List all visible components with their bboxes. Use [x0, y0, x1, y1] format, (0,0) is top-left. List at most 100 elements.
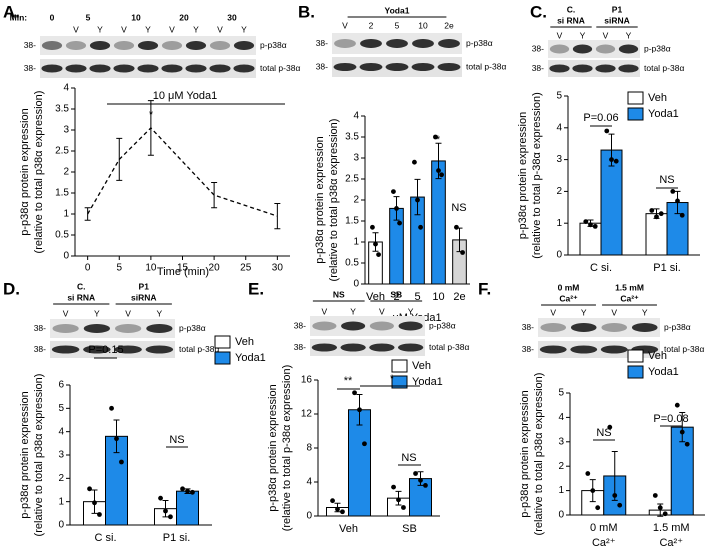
blot-band: [233, 64, 255, 73]
data-point: [394, 206, 399, 211]
y-tick-label: 3: [58, 450, 64, 461]
blot-band: [360, 39, 382, 48]
x-tick-label: 5: [116, 263, 122, 274]
lane-label: Y: [94, 308, 100, 318]
data-point: [652, 493, 658, 498]
y-tick-label: 0.5: [55, 230, 69, 241]
data-point: [439, 172, 444, 178]
data-point: [376, 252, 381, 257]
blot-header: 1.5 mM: [615, 282, 644, 292]
lane-label: Y: [580, 30, 586, 40]
annotation: P=0.15: [88, 344, 123, 356]
data-point: [413, 471, 418, 476]
legend-swatch: [214, 335, 231, 349]
blot-band: [161, 41, 183, 50]
x-tick-label: 2e: [453, 291, 465, 303]
y-axis-label: p-p38α protein expression: [19, 391, 31, 518]
x-tick-label: Veh: [339, 523, 358, 535]
blot-band: [549, 44, 570, 54]
blot-band: [601, 323, 628, 332]
y-tick-label: 0.5: [345, 258, 359, 269]
y-tick-label: 3.5: [55, 104, 69, 115]
data-line: [87, 126, 278, 217]
y-tick-label: 2: [556, 186, 562, 197]
blot-band: [385, 63, 409, 71]
data-point: [418, 224, 423, 230]
lane-label: V: [550, 307, 556, 317]
data-point: [607, 424, 613, 430]
blot-background: [548, 60, 640, 77]
lane-label: Y: [145, 24, 151, 34]
x-tick-label: 0 mM: [590, 522, 618, 534]
blot-band: [65, 41, 87, 50]
y-tick-label: 1: [63, 209, 69, 220]
annotation: P=0.08: [653, 413, 688, 425]
panel-label: E.: [248, 279, 264, 298]
blot-background: [548, 40, 640, 58]
data-point: [595, 505, 601, 511]
y-tick-label: 0: [306, 511, 312, 522]
data-point: [330, 498, 335, 504]
x-axis-label: Time (min): [157, 266, 209, 278]
blot-band: [411, 63, 435, 71]
legend-swatch: [627, 349, 644, 363]
y-tick-label: 0: [558, 510, 564, 521]
bar: [431, 160, 446, 285]
blot-band: [438, 39, 460, 48]
blot-row-label: p-p38α: [644, 43, 671, 53]
legend-label: Veh: [235, 336, 254, 348]
x-tick-label: 2: [393, 291, 399, 303]
blot-band: [65, 64, 87, 73]
blot-header: NS: [333, 289, 345, 299]
blot-band: [209, 64, 231, 73]
data-point: [609, 157, 614, 163]
annotation: NS: [596, 427, 611, 439]
blot-band: [398, 321, 423, 331]
blot-header: Ca²⁺: [620, 293, 639, 303]
blot-band: [145, 345, 174, 354]
data-point: [613, 158, 619, 164]
y-axis-label: p-p38α protein expression: [517, 112, 529, 239]
lane-label: Y: [97, 24, 103, 34]
bar: [348, 409, 371, 517]
legend-swatch: [627, 107, 644, 121]
blot-header: Yoda1: [385, 5, 410, 15]
y-tick-label: 5: [58, 403, 64, 414]
blot-row-label: p-p38α: [664, 322, 691, 332]
x-tick-label: 0: [85, 263, 91, 274]
data-point: [92, 500, 97, 506]
x-tick-label: P1 si.: [163, 532, 191, 544]
y-tick-label: 12: [301, 409, 313, 420]
data-point: [340, 509, 345, 515]
lane-label: 10: [418, 20, 428, 30]
y-tick-label: 0: [63, 251, 69, 262]
data-point: [585, 471, 591, 476]
blot-header: siRNA: [131, 292, 157, 302]
blot-band: [618, 44, 639, 54]
blot-marker: 38-: [34, 323, 46, 333]
panel-label: D.: [3, 279, 20, 298]
y-tick-label: 2.5: [55, 146, 69, 157]
y-tick-label: 4: [306, 477, 312, 488]
lane-label: 5: [395, 20, 400, 30]
blot-band: [89, 41, 111, 50]
data-point: [114, 436, 119, 442]
blot-band: [600, 345, 628, 354]
blot-header: siRNA: [604, 15, 630, 25]
lane-label: V: [557, 30, 563, 40]
blot-band: [41, 41, 63, 50]
blot-band: [540, 323, 567, 332]
lane-label: Y: [350, 306, 356, 316]
error-bar: [611, 451, 618, 501]
data-point: [370, 224, 375, 230]
x-tick-label: P1 si.: [653, 262, 681, 274]
blot-band: [618, 64, 639, 73]
blot-row-label: p-p38α: [466, 38, 493, 48]
data-point: [423, 483, 428, 488]
blot-band: [369, 343, 395, 352]
x-tick-label: 10: [432, 291, 444, 303]
data-point: [97, 512, 102, 517]
annotation: NS: [169, 434, 184, 446]
lane-label: Y: [581, 307, 587, 317]
data-point: [396, 497, 401, 503]
